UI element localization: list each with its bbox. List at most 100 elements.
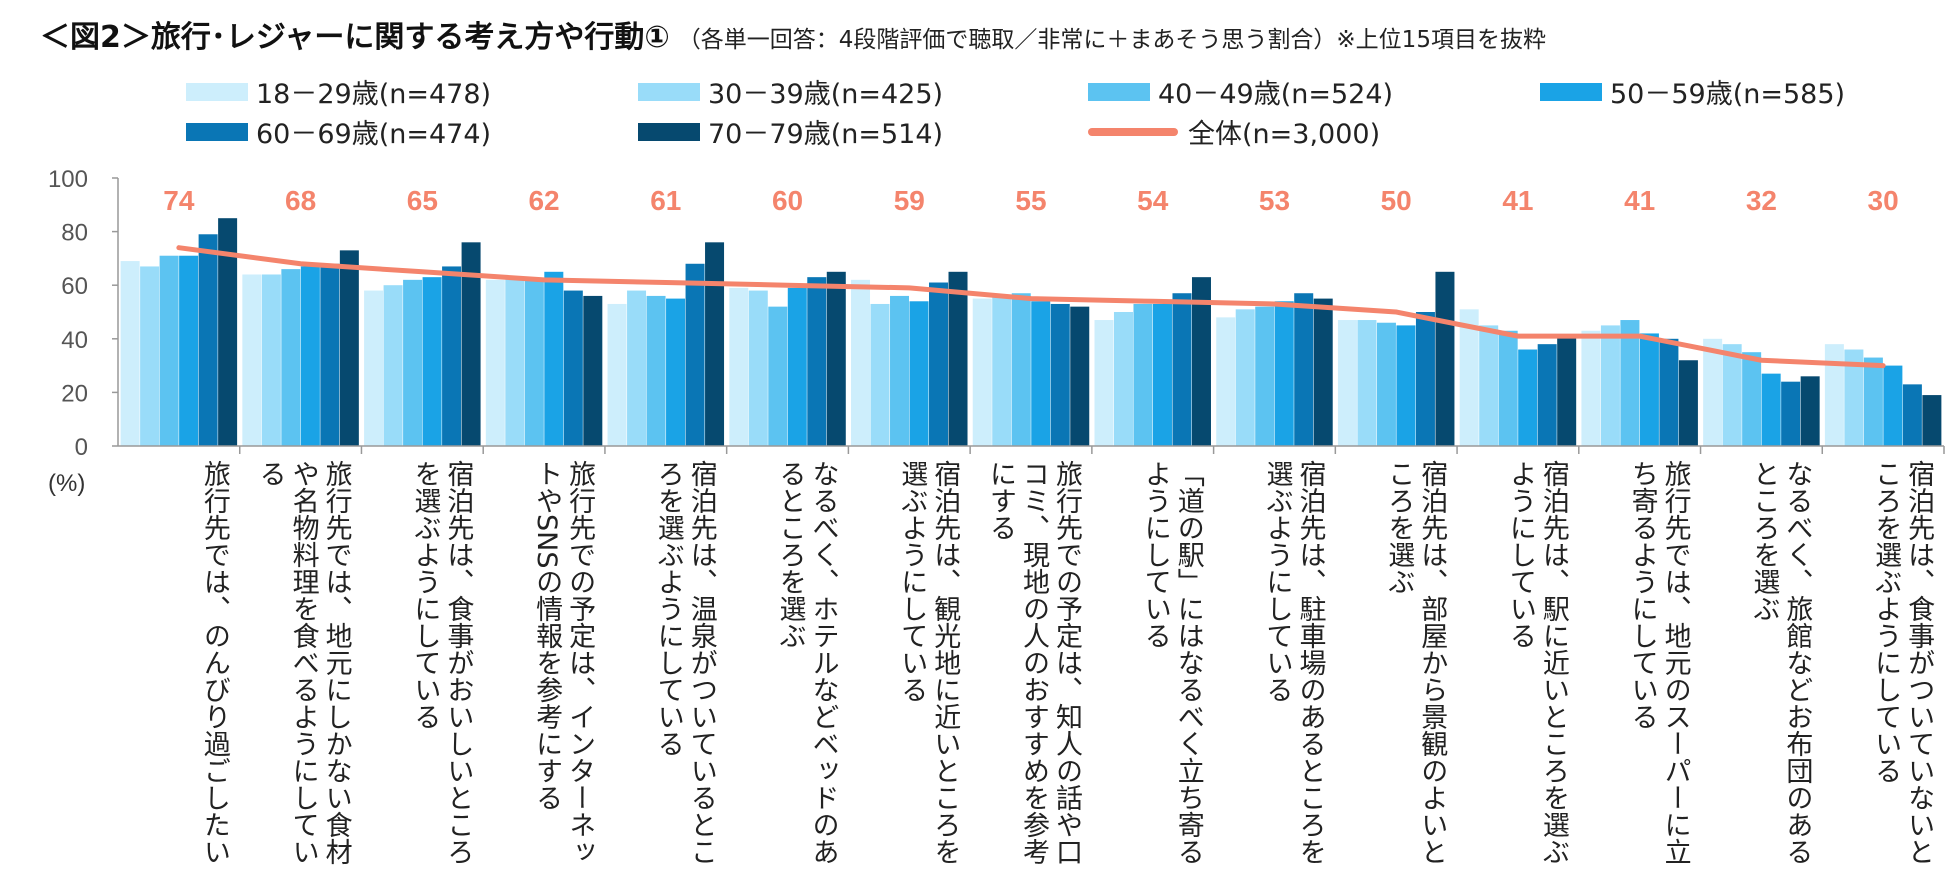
bar-40-49-cat-13 [1620,320,1640,446]
category-label-1: 旅行先では、のんびり過ごしたい [198,460,230,865]
category-label-10: 宿泊先は、駐車場のあるところを選ぶようにしている [1261,460,1326,865]
chart-title: ＜図2＞旅行･レジャーに関する考え方や行動① （各単一回答：4段階評価で聴取／非常… [40,12,1546,56]
bar-30-39-cat-9 [1113,312,1133,446]
y-tick-label: 80 [61,220,88,247]
chart-subtitle: （各単一回答：4段階評価で聴取／非常に＋まあそう思う割合）※上位15項目を抜粋 [677,27,1546,53]
total-value-label: 41 [1624,185,1655,216]
bar-30-39-cat-1 [140,266,160,446]
bar-60-69-cat-9 [1172,293,1192,446]
legend: 18－29歳(n=478) 30－39歳(n=425) 40－49歳(n=524… [180,72,1880,152]
bar-50-59-cat-3 [422,277,442,446]
bar-70-79-cat-4 [583,295,603,446]
bar-70-79-cat-14 [1800,376,1820,446]
category-label-13: 旅行先では、地元のスーパーに立ち寄るようにしている [1626,460,1691,865]
category-label-3: 宿泊先は、食事がおいしいところを選ぶようにしている [409,460,474,865]
bar-50-59-cat-4 [544,271,564,446]
bar-40-49-cat-6 [768,306,788,446]
bar-40-49-cat-14 [1742,352,1762,446]
bar-60-69-cat-7 [929,282,949,446]
bar-40-49-cat-2 [281,269,301,446]
bar-70-79-cat-8 [1070,306,1090,446]
bar-18-29-cat-12 [1459,309,1479,446]
bar-70-79-cat-3 [461,242,481,446]
legend-swatch-60-69 [186,122,248,141]
legend-swatch-50-59 [1540,82,1602,101]
bar-60-69-cat-2 [320,263,340,446]
y-tick-label: 100 [48,166,88,193]
bar-50-59-cat-5 [666,298,686,446]
bar-60-69-cat-1 [198,234,218,446]
y-tick-label: 60 [61,273,88,300]
legend-item-18-29: 18－29歳(n=478) [186,72,491,111]
bar-70-79-cat-13 [1678,360,1698,446]
bar-40-49-cat-12 [1498,330,1518,446]
bar-60-69-cat-4 [563,290,583,446]
total-value-label: 68 [285,185,316,216]
category-label-4: 旅行先での予定は、インターネットやSNSの情報を参考にする [531,460,596,865]
category-label-2: 旅行先では、地元にしかない食材や名物料理を食べるようにしている [254,460,352,865]
bar-40-49-cat-1 [159,255,179,446]
bar-50-59-cat-10 [1274,301,1294,446]
bar-50-59-cat-11 [1396,325,1416,446]
bar-18-29-cat-7 [851,279,871,446]
legend-label-30-39: 30－39歳(n=425) [708,79,944,110]
bar-70-79-cat-7 [948,271,968,446]
total-value-label: 32 [1746,185,1777,216]
legend-item-60-69: 60－69歳(n=474) [186,112,491,151]
total-value-label: 30 [1868,185,1899,216]
bar-40-49-cat-7 [890,295,910,446]
bar-50-59-cat-7 [909,301,929,446]
y-axis-unit-label: (%) [48,470,85,497]
category-label-15: 宿泊先は、食事がついていないところを選ぶようにしている [1870,460,1935,865]
bar-40-49-cat-9 [1133,303,1153,446]
category-label-14: なるべく、旅館などお布団のあるところを選ぶ [1748,460,1813,865]
legend-label-40-49: 40－49歳(n=524) [1158,79,1394,110]
legend-swatch-30-39 [638,82,700,101]
legend-swatch-70-79 [638,122,700,141]
bar-50-59-cat-8 [1031,301,1051,446]
bar-30-39-cat-4 [505,277,525,446]
bar-70-79-cat-5 [705,242,725,446]
bar-60-69-cat-14 [1781,381,1801,446]
total-line [176,245,1886,369]
bar-18-29-cat-15 [1824,344,1844,446]
total-value-label: 41 [1502,185,1533,216]
legend-item-total: 全体(n=3,000) [1088,112,1380,151]
bar-60-69-cat-12 [1537,344,1557,446]
bar-30-39-cat-7 [870,303,890,446]
total-value-label: 62 [528,185,559,216]
category-label-6: なるべく、ホテルなどベッドのあるところを選ぶ [774,460,839,865]
bar-70-79-cat-1 [218,218,238,446]
bar-70-79-cat-10 [1313,298,1333,446]
bar-50-59-cat-13 [1639,333,1659,446]
legend-swatch-total [1088,127,1178,136]
bar-60-69-cat-5 [685,263,705,446]
y-tick-label: 0 [75,434,88,461]
bar-30-39-cat-12 [1479,325,1499,446]
category-label-9: 「道の駅」にはなるべく立ち寄るようにしている [1139,460,1204,865]
bar-30-39-cat-2 [261,274,281,446]
bar-18-29-cat-9 [1094,320,1114,446]
bar-18-29-cat-4 [485,279,505,446]
legend-label-18-29: 18－29歳(n=478) [256,79,492,110]
bar-30-39-cat-14 [1722,344,1742,446]
total-value-label: 59 [894,185,925,216]
bar-18-29-cat-8 [972,298,992,446]
bar-50-59-cat-15 [1883,365,1903,446]
bar-18-29-cat-2 [242,274,262,446]
legend-label-50-59: 50－59歳(n=585) [1610,79,1846,110]
legend-item-50-59: 50－59歳(n=585) [1540,72,1845,111]
bar-50-59-cat-9 [1152,303,1172,446]
category-label-7: 宿泊先は、観光地に近いところを選ぶようにしている [896,460,961,865]
bar-18-29-cat-5 [607,303,627,446]
legend-item-70-79: 70－79歳(n=514) [638,112,943,151]
bar-30-39-cat-13 [1600,325,1620,446]
chart-title-main: ＜図2＞旅行･レジャーに関する考え方や行動① [40,20,670,55]
bar-60-69-cat-11 [1415,312,1435,446]
bar-40-49-cat-4 [524,279,544,446]
category-label-5: 宿泊先は、温泉がついているところを選ぶようにしている [652,460,717,865]
bar-50-59-cat-6 [787,287,807,446]
bar-40-49-cat-11 [1376,322,1396,446]
bar-30-39-cat-5 [627,290,647,446]
